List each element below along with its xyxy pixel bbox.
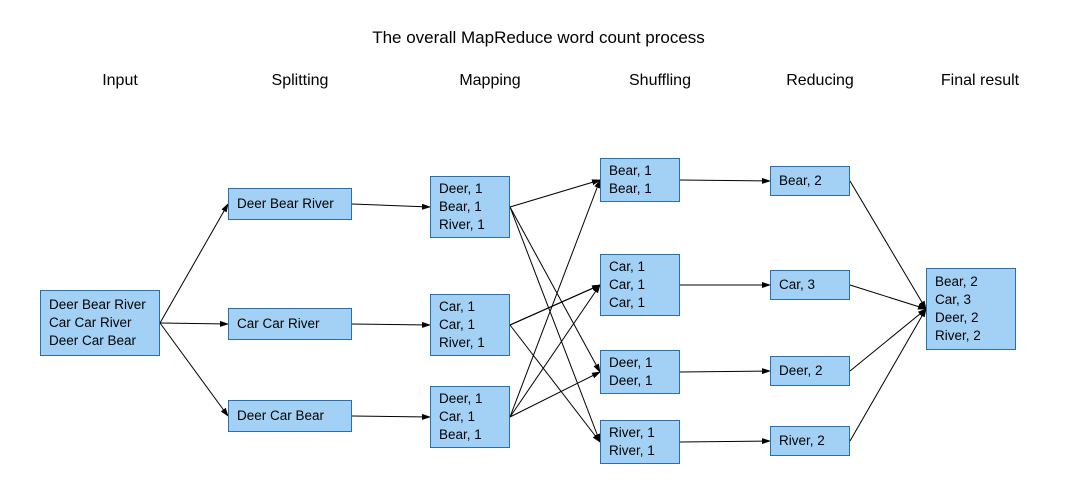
node-map1: Car, 1 Car, 1 River, 1 xyxy=(430,294,510,356)
edge-red2-final0 xyxy=(850,309,926,371)
edge-split1-map1 xyxy=(352,324,430,325)
edge-shuf0-red0 xyxy=(680,180,770,181)
node-split2: Deer Car Bear xyxy=(228,400,352,432)
diagram-title: The overall MapReduce word count process xyxy=(0,28,1077,48)
node-red1: Car, 3 xyxy=(770,270,850,300)
stage-label-mapping: Mapping xyxy=(430,72,550,90)
edge-map1-shuf1 xyxy=(510,285,600,325)
edge-map1-shuf3 xyxy=(510,325,600,442)
edge-input0-split2 xyxy=(160,323,228,416)
stage-label-final: Final result xyxy=(920,72,1040,90)
node-final0: Bear, 2 Car, 3 Deer, 2 River, 2 xyxy=(926,268,1016,350)
node-input0: Deer Bear River Car Car River Deer Car B… xyxy=(40,290,160,356)
stage-label-shuffling: Shuffling xyxy=(600,72,720,90)
edge-map0-shuf3 xyxy=(510,207,600,442)
node-shuf0: Bear, 1 Bear, 1 xyxy=(600,158,680,202)
stage-label-splitting: Splitting xyxy=(240,72,360,90)
node-split0: Deer Bear River xyxy=(228,188,352,220)
node-shuf2: Deer, 1 Deer, 1 xyxy=(600,350,680,394)
edge-input0-split1 xyxy=(160,323,228,324)
edge-split2-map2 xyxy=(352,416,430,417)
edge-red0-final0 xyxy=(850,181,926,309)
node-red2: Deer, 2 xyxy=(770,356,850,386)
edge-shuf3-red3 xyxy=(680,441,770,442)
node-red3: River, 2 xyxy=(770,426,850,456)
edge-map0-shuf2 xyxy=(510,207,600,372)
node-red0: Bear, 2 xyxy=(770,166,850,196)
edge-map2-shuf1 xyxy=(510,285,600,417)
edge-map2-shuf0 xyxy=(510,180,600,417)
edge-map1-shuf1 xyxy=(510,285,600,325)
edge-split0-map0 xyxy=(352,204,430,207)
stage-label-reducing: Reducing xyxy=(760,72,880,90)
node-split1: Car Car River xyxy=(228,308,352,340)
node-map2: Deer, 1 Car, 1 Bear, 1 xyxy=(430,386,510,448)
node-map0: Deer, 1 Bear, 1 River, 1 xyxy=(430,176,510,238)
node-shuf1: Car, 1 Car, 1 Car, 1 xyxy=(600,254,680,316)
edge-red3-final0 xyxy=(850,309,926,441)
edge-red1-final0 xyxy=(850,285,926,309)
edge-input0-split0 xyxy=(160,204,228,323)
node-shuf3: River, 1 River, 1 xyxy=(600,420,680,464)
edge-shuf2-red2 xyxy=(680,371,770,372)
stage-label-input: Input xyxy=(60,72,180,90)
edge-map0-shuf0 xyxy=(510,180,600,207)
edge-map2-shuf2 xyxy=(510,372,600,417)
